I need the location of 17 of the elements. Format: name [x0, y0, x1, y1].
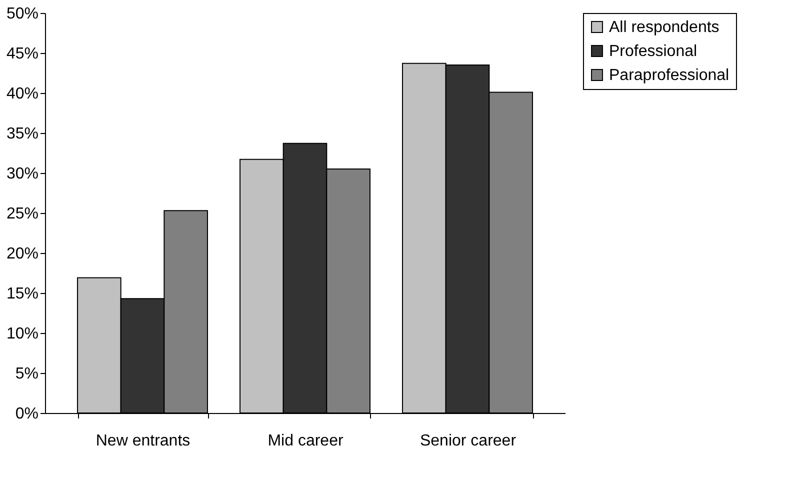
y-tick-label: 45%	[6, 46, 38, 62]
y-tick-label: 5%	[15, 366, 38, 382]
y-tick-label: 50%	[6, 6, 38, 22]
x-tick-label: New entrants	[96, 432, 190, 450]
y-tick-label: 0%	[15, 406, 38, 422]
x-tick-label: Mid career	[268, 432, 344, 450]
legend-label: All respondents	[609, 19, 720, 36]
y-tick-label: 10%	[6, 326, 38, 342]
legend-label: Professional	[609, 43, 698, 60]
x-tick-label: Senior career	[420, 432, 517, 450]
y-tick-label: 15%	[6, 286, 38, 302]
y-tick-label: 30%	[6, 166, 38, 182]
y-tick-label: 25%	[6, 206, 38, 222]
y-tick-label: 20%	[6, 246, 38, 262]
legend-label: Paraprofessional	[609, 67, 730, 84]
y-tick-label: 35%	[6, 126, 38, 142]
y-tick-label: 40%	[6, 86, 38, 102]
